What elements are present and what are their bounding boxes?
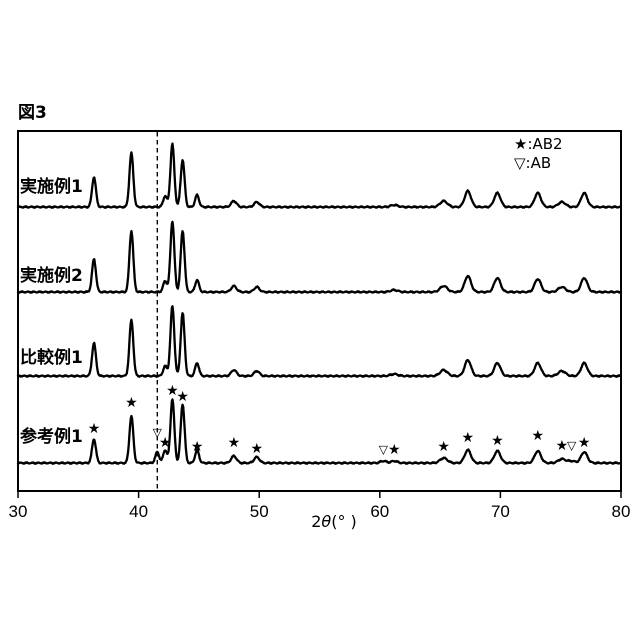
figure-number: 図3 xyxy=(18,103,47,123)
trace-path-0 xyxy=(16,142,623,209)
star-marker-ab2: ★ xyxy=(462,430,475,446)
x-axis-label-prefix: 2 xyxy=(311,512,322,531)
trace-label-example-2: 実施例2 xyxy=(20,266,83,286)
x-axis-label: 2θ(° ) xyxy=(279,512,389,531)
legend: ★:AB2 ▽:AB xyxy=(514,135,563,173)
star-marker-ab2: ★ xyxy=(166,383,179,399)
plot-frame xyxy=(17,130,622,492)
triangle-marker-ab: ▽ xyxy=(153,426,163,440)
star-marker-ab2: ★ xyxy=(176,389,189,405)
x-axis-label-unit: (° ) xyxy=(331,512,357,531)
star-marker-ab2: ★ xyxy=(191,439,204,455)
star-marker-ab2: ★ xyxy=(228,435,241,451)
star-marker-ab2: ★ xyxy=(578,435,591,451)
trace-label-example-1: 実施例1 xyxy=(20,177,83,197)
star-marker-ab2: ★ xyxy=(556,438,569,454)
x-tick-label: 80 xyxy=(612,502,631,521)
star-marker-ab2: ★ xyxy=(159,435,172,451)
x-tick-label: 40 xyxy=(129,502,148,521)
x-tick-label: 50 xyxy=(250,502,269,521)
x-axis-label-theta: θ xyxy=(321,512,332,531)
triangle-marker-ab: ▽ xyxy=(379,443,389,457)
triangle-marker-ab: ▽ xyxy=(567,439,577,453)
star-marker-ab2: ★ xyxy=(251,441,264,457)
legend-entry-ab: ▽:AB xyxy=(514,154,552,172)
x-tick-label: 60 xyxy=(370,502,389,521)
legend-entry-ab2: ★:AB2 xyxy=(514,135,563,153)
star-marker-ab2: ★ xyxy=(388,442,401,458)
trace-label-comparative-1: 比較例1 xyxy=(20,348,83,368)
star-marker-ab2: ★ xyxy=(125,395,138,411)
trace-path-2 xyxy=(16,305,623,378)
trace-label-reference-1: 参考例1 xyxy=(20,427,83,447)
x-tick-label: 30 xyxy=(9,502,28,521)
star-marker-ab2: ★ xyxy=(88,421,101,437)
trace-path-1 xyxy=(16,220,623,294)
star-marker-ab2: ★ xyxy=(532,428,545,444)
star-marker-ab2: ★ xyxy=(491,433,504,449)
star-marker-ab2: ★ xyxy=(437,439,450,455)
trace-path-3 xyxy=(16,398,623,465)
x-tick-label: 70 xyxy=(491,502,510,521)
